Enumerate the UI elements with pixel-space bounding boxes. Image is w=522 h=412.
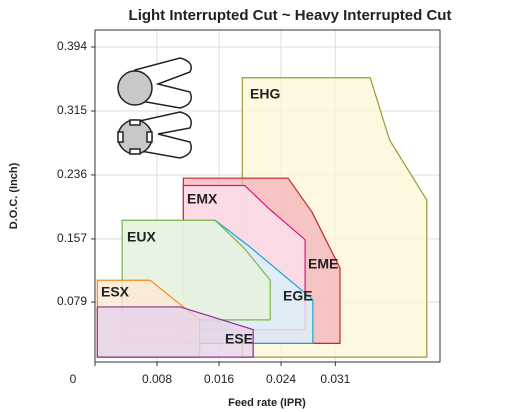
y-tick-label: 0.157 [57, 231, 87, 245]
region-label: ESE [225, 331, 253, 347]
x-tick-label: 0.008 [142, 372, 172, 386]
region [96, 306, 254, 358]
x-tick-label: 0.024 [266, 372, 296, 386]
y-axis-label: D.O.C. (Inch) [8, 162, 20, 229]
y-tick-label: 0.079 [57, 294, 87, 308]
region-label: EHG [250, 86, 280, 102]
x-tick-label: 0.031 [320, 372, 350, 386]
icon-circle [117, 70, 153, 106]
regions [96, 77, 428, 358]
x-tick-label: 0.016 [204, 372, 234, 386]
y-tick-label: 0.394 [57, 39, 87, 53]
region-label: EUX [127, 229, 156, 245]
region-label: EGE [283, 288, 313, 304]
x-tick-label: 0 [70, 372, 77, 386]
y-tick-label: 0.236 [57, 167, 87, 181]
region-label: EME [308, 256, 338, 272]
region-label: ESX [101, 284, 130, 300]
region-label: EMX [187, 191, 218, 207]
plot-frame [94, 29, 441, 363]
tool-icons [117, 57, 192, 159]
x-axis-label: Feed rate (IPR) [228, 397, 306, 409]
y-tick-label: 0.315 [57, 103, 87, 117]
chart-title: Light Interrupted Cut ~ Heavy Interrupte… [129, 7, 452, 24]
